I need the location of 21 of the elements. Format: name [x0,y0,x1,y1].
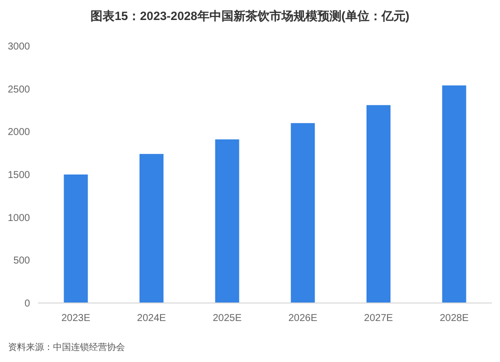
chart-title: 图表15：2023-2028年中国新茶饮市场规模预测(单位：亿元) [90,9,410,23]
y-tick-label: 2500 [8,84,30,96]
bar [442,85,466,303]
x-tick-label: 2023E [61,313,91,324]
bar [140,154,164,303]
y-tick-label: 3000 [8,42,30,52]
x-tick-label: 2027E [364,313,394,324]
x-tick-label: 2024E [137,313,166,324]
y-tick-label: 1000 [8,212,30,224]
x-tick-label: 2026E [288,313,318,324]
bar [290,123,315,303]
text: 资料来源：中国连锁经营协会 [8,342,125,352]
bar [215,139,240,303]
x-tick-label: 2025E [212,313,242,324]
y-tick-label: 0 [24,298,30,310]
bar [64,174,88,303]
bar [366,105,390,303]
x-tick-label: 2028E [440,313,469,324]
y-tick-label: 2000 [8,127,30,138]
y-tick-label: 1500 [8,170,30,181]
y-tick-label: 500 [13,256,30,267]
